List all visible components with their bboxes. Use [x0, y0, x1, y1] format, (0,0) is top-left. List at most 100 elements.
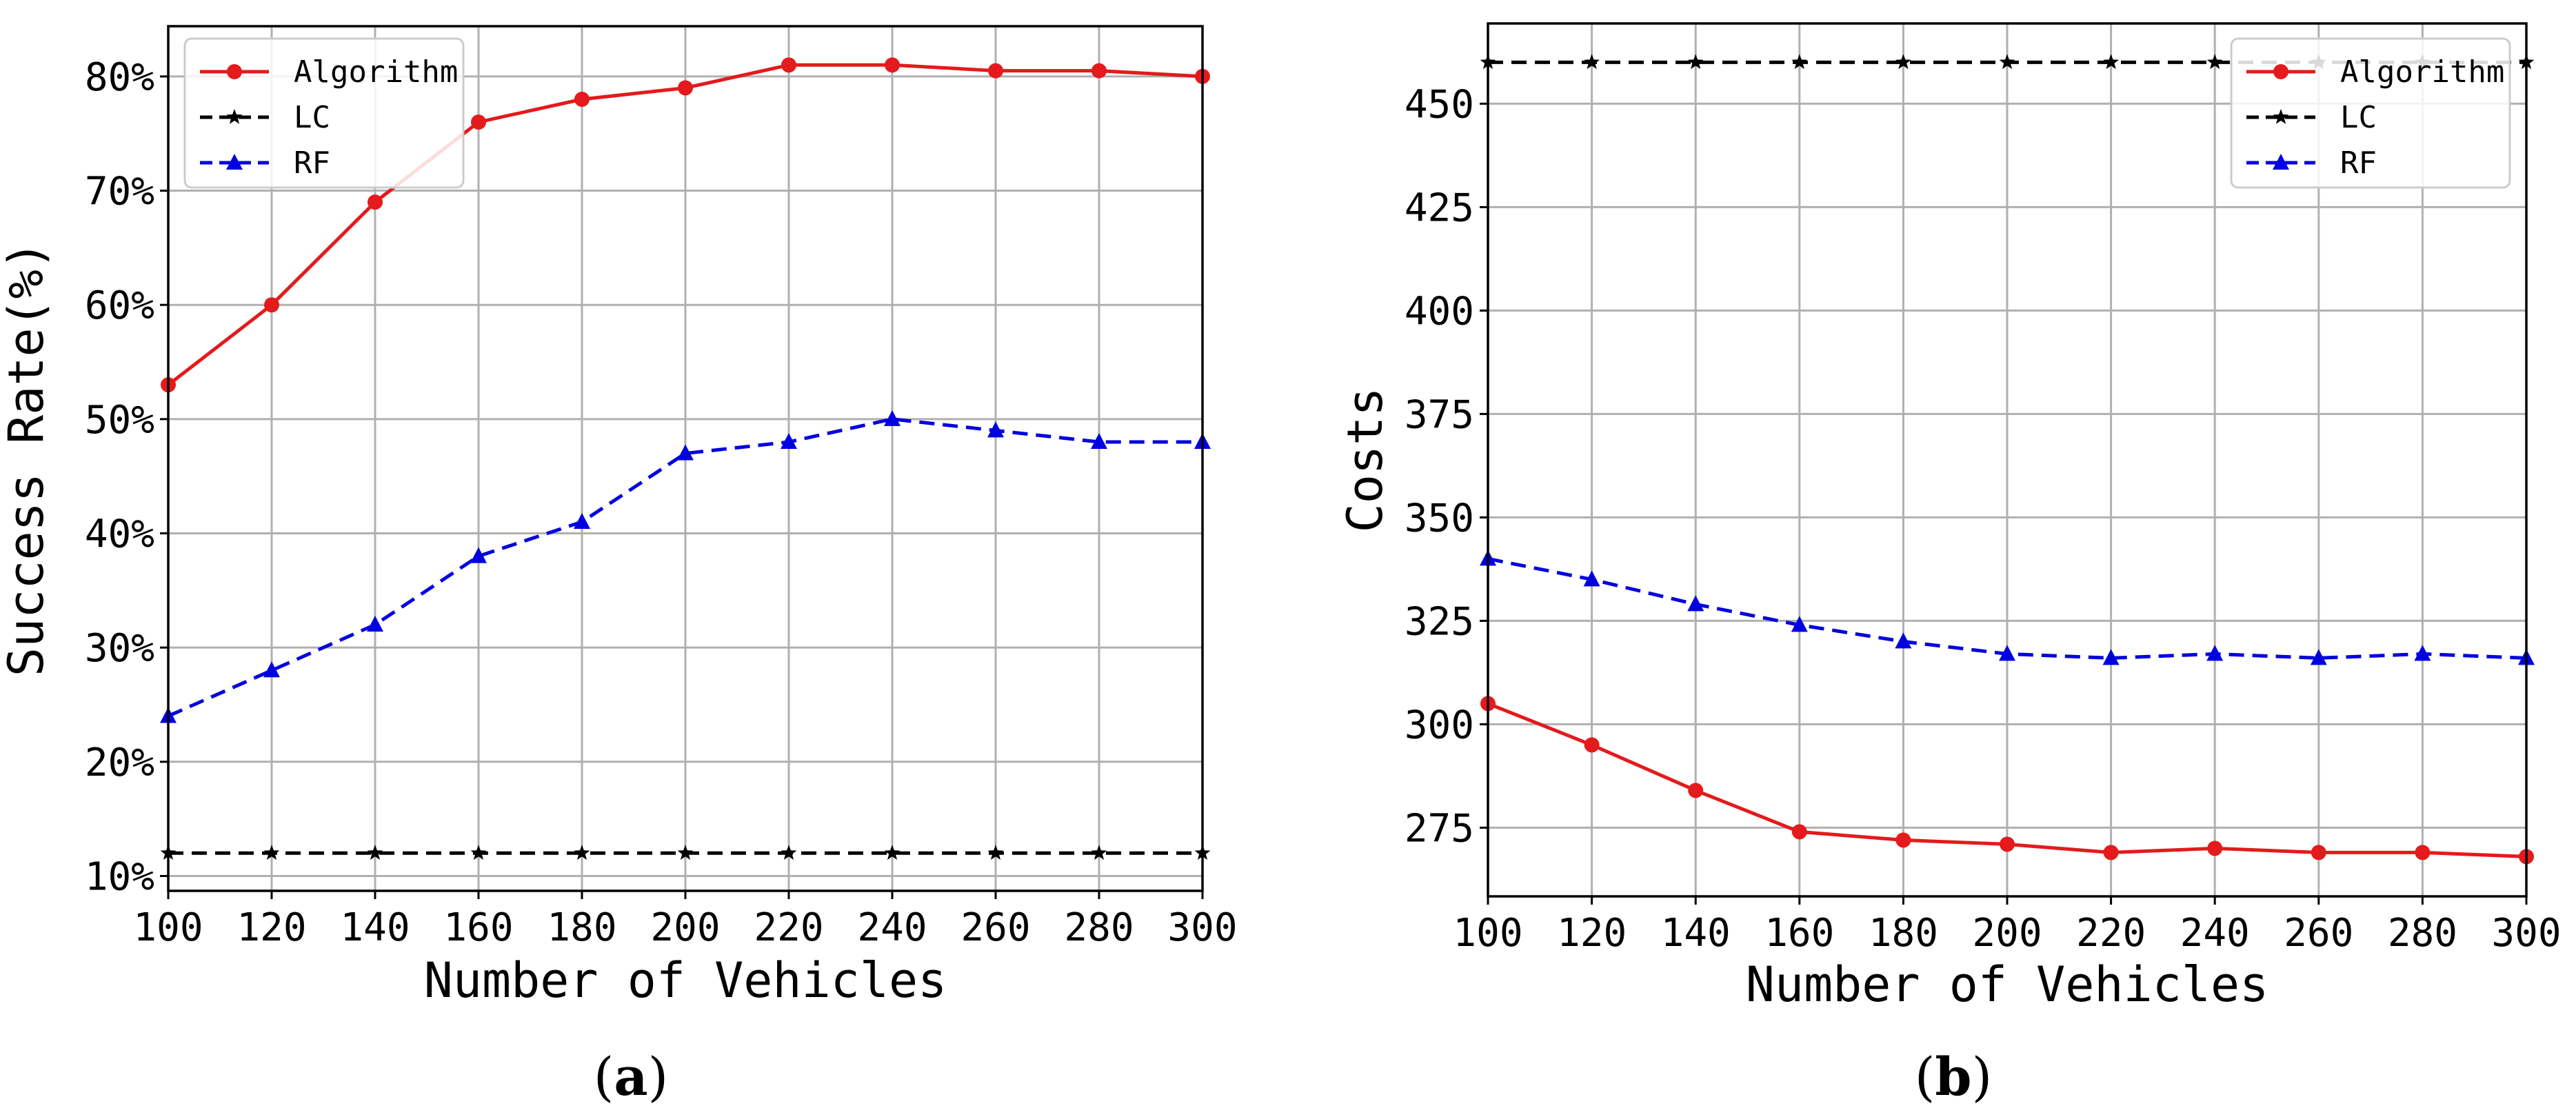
data-point-lc	[987, 845, 1004, 860]
legend-marker-algorithm	[227, 64, 242, 79]
data-point-algorithm	[678, 80, 693, 96]
data-point-algorithm	[988, 63, 1003, 79]
legend: Algorithm LC RF	[183, 37, 465, 189]
x-axis-title: Number of Vehicles	[1746, 956, 2269, 1013]
data-point-lc	[1791, 54, 1808, 70]
x-tick-label: 120	[237, 905, 306, 950]
data-point-algorithm	[781, 57, 796, 73]
legend-label-rf: RF	[2340, 145, 2377, 181]
data-point-rf	[1895, 632, 1912, 649]
x-tick-label: 180	[547, 905, 616, 950]
data-point-algorithm	[471, 114, 486, 130]
legend: Algorithm LC RF	[2230, 37, 2511, 189]
data-point-lc	[263, 845, 280, 860]
y-tick-label: 60%	[85, 283, 154, 328]
data-point-rf	[2102, 649, 2120, 665]
y-tick-label: 70%	[85, 170, 154, 214]
x-tick-label: 100	[133, 905, 203, 950]
series-rf	[1480, 550, 2535, 665]
legend-label-algorithm: Algorithm	[294, 54, 458, 90]
data-point-rf	[677, 444, 694, 461]
data-point-algorithm	[368, 194, 383, 210]
data-point-lc	[1999, 54, 2015, 70]
data-point-rf	[574, 512, 590, 529]
data-point-rf	[263, 661, 280, 678]
x-tick-label: 220	[754, 905, 823, 950]
data-point-rf	[884, 410, 900, 426]
data-point-rf	[1687, 595, 1704, 612]
y-tick-label: 40%	[85, 512, 154, 557]
x-tick-label: 280	[2388, 911, 2457, 956]
legend-box	[183, 37, 465, 189]
x-tick-label: 200	[650, 905, 720, 950]
chart-panel-b: 100 120 140 160 180 200 220 240 260 280 300 275 300 3…	[1337, 22, 2562, 1107]
data-point-rf	[2310, 649, 2327, 665]
x-tick-label: 140	[1661, 911, 1731, 956]
data-point-algorithm	[2311, 845, 2326, 861]
data-point-algorithm	[2207, 841, 2223, 856]
data-point-rf	[2206, 645, 2224, 661]
data-point-algorithm	[2000, 836, 2015, 852]
y-tick-label: 325	[1405, 599, 1474, 644]
legend-marker-algorithm	[2273, 64, 2288, 79]
legend-marker-rf	[2273, 154, 2289, 170]
legend-marker-rf	[226, 154, 243, 170]
y-tick-label: 300	[1405, 703, 1474, 747]
x-tick-label: 160	[1764, 911, 1834, 956]
data-point-algorithm	[885, 57, 900, 73]
y-tick-label: 425	[1405, 185, 1474, 230]
legend-label-lc: LC	[2340, 100, 2377, 135]
data-point-algorithm	[264, 297, 279, 313]
y-tick-label: 350	[1405, 496, 1474, 541]
data-point-algorithm	[574, 92, 590, 108]
data-point-rf	[781, 432, 797, 449]
x-tick-label: 260	[2284, 911, 2353, 956]
y-tick-label: 375	[1405, 392, 1474, 437]
legend-box	[2230, 37, 2511, 189]
x-axis-title: Number of Vehicles	[424, 952, 947, 1009]
series-line-rf	[167, 417, 1203, 718]
y-tick-label: 400	[1405, 289, 1474, 334]
x-tick-label: 300	[1167, 905, 1237, 950]
x-tick-label: 300	[2491, 911, 2561, 956]
data-point-lc	[884, 845, 900, 860]
legend-label-algorithm: Algorithm	[2340, 54, 2504, 90]
grid-lines	[1487, 23, 2528, 896]
data-point-lc	[2206, 54, 2223, 70]
data-point-rf	[1583, 570, 1600, 587]
legend-marker-lc	[226, 109, 243, 124]
legend-marker-lc	[2273, 109, 2289, 124]
data-point-algorithm	[1791, 824, 1807, 840]
x-tick-label: 180	[1869, 911, 1938, 956]
data-point-lc	[470, 845, 487, 860]
y-axis-title: Success Rate(%)	[0, 241, 54, 676]
x-tick-label: 240	[857, 905, 927, 950]
data-point-lc	[2103, 54, 2119, 70]
x-tick-label: 100	[1453, 911, 1522, 956]
data-point-rf	[1999, 645, 2015, 661]
panel-label: (a)	[594, 1046, 669, 1107]
data-point-lc	[677, 845, 694, 860]
data-point-algorithm	[2415, 845, 2431, 861]
legend-label-lc: LC	[294, 100, 330, 135]
y-tick-label: 20%	[85, 741, 154, 785]
data-point-rf	[987, 421, 1004, 438]
data-point-algorithm	[1895, 832, 1911, 848]
y-tick-label: 450	[1405, 82, 1474, 127]
data-point-lc	[1687, 54, 1704, 70]
x-tick-label: 120	[1557, 911, 1627, 956]
data-point-lc	[367, 845, 383, 860]
data-point-lc	[781, 845, 797, 860]
panel-label: (b)	[1915, 1046, 1992, 1107]
y-tick-label: 10%	[85, 854, 154, 899]
x-tick-label: 280	[1064, 905, 1134, 950]
series-rf	[160, 410, 1211, 723]
data-point-rf	[367, 616, 383, 632]
data-point-lc	[574, 845, 590, 860]
data-point-rf	[1091, 432, 1107, 449]
y-tick-label: 275	[1405, 806, 1474, 851]
data-point-algorithm	[2103, 845, 2119, 861]
x-tick-label: 160	[443, 905, 513, 950]
data-point-rf	[1791, 616, 1808, 632]
